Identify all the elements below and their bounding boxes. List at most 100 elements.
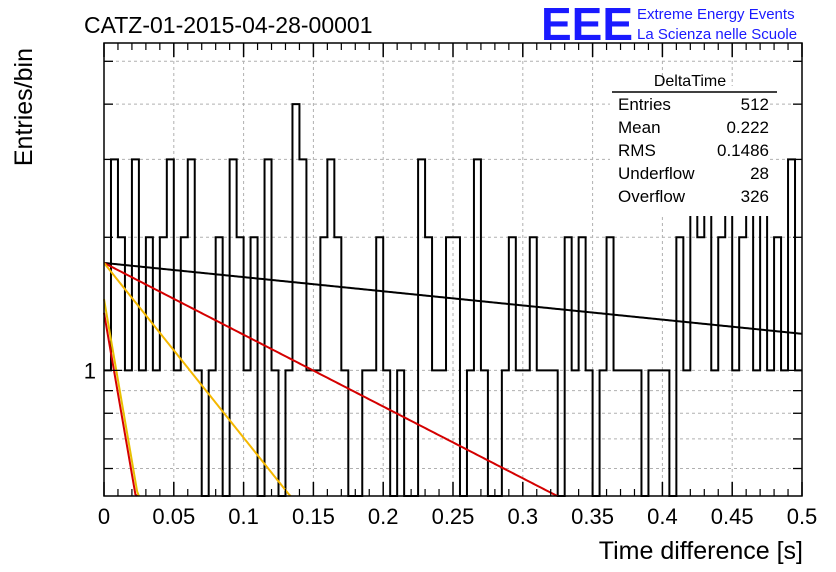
stats-value: 0.222: [726, 118, 769, 137]
histogram-bin: [628, 370, 635, 496]
histogram-bin: [509, 237, 516, 496]
histogram-bin: [139, 370, 146, 496]
y-axis-label: Entries/bin: [10, 48, 38, 166]
histogram-bin: [614, 370, 621, 496]
histogram-bin: [425, 237, 432, 496]
histogram-bin: [753, 370, 760, 496]
histogram-bin: [132, 159, 139, 496]
x-tick-label: 0.05: [152, 504, 195, 529]
histogram-bin: [369, 370, 376, 496]
histogram-bin: [188, 159, 195, 496]
histogram-bin: [167, 159, 174, 496]
histogram-bin: [607, 237, 614, 496]
stats-rows: Entries 512 Mean 0.222 RMS 0.1486 Underflow 28 O…: [618, 95, 769, 206]
histogram-bin: [634, 370, 641, 496]
x-tick-label: 0.45: [711, 504, 754, 529]
histogram-bin: [774, 237, 781, 496]
histogram-bin: [153, 370, 160, 496]
histogram-bin: [467, 370, 474, 496]
stats-value: 28: [750, 164, 769, 183]
eee-logo-text: EEE: [541, 0, 633, 50]
histogram-bin: [146, 237, 153, 496]
stats-box: DeltaTime Entries 512 Mean 0.222 RMS 0.1486 Un…: [610, 73, 777, 216]
stats-label: RMS: [618, 141, 656, 160]
histogram-bin: [341, 370, 348, 496]
y-tick-label: 1: [84, 358, 96, 383]
histogram-bin: [530, 237, 537, 496]
histogram-bin: [551, 370, 558, 496]
histogram-bin: [586, 370, 593, 496]
histogram-bin: [572, 370, 579, 496]
histogram-bin: [244, 370, 251, 496]
histogram-bin: [732, 370, 739, 496]
stats-value: 326: [741, 187, 769, 206]
histogram-bin: [292, 104, 299, 496]
histogram-bin: [537, 370, 544, 496]
histogram-bin: [285, 370, 292, 496]
histogram-bin: [362, 370, 369, 496]
histogram-bin: [265, 159, 272, 496]
histogram-bin: [676, 237, 683, 496]
histogram-bin: [160, 237, 167, 496]
stats-box-background: [610, 86, 770, 216]
stats-label: Overflow: [618, 187, 686, 206]
x-tick-label: 0.2: [368, 504, 399, 529]
histogram-bin: [648, 370, 655, 496]
fit-curve: [103, 261, 803, 335]
fit-curves: [103, 261, 803, 497]
histogram-bin: [125, 370, 132, 496]
grid-lines: [104, 43, 802, 496]
run-title: CATZ-01-2015-04-28-00001: [84, 12, 373, 38]
x-tick-label: 0.1: [228, 504, 259, 529]
x-tick-label: 0.25: [432, 504, 475, 529]
histogram-bin: [767, 370, 774, 496]
x-tick-label: 0.5: [787, 504, 818, 529]
histogram-bin: [788, 159, 795, 496]
x-tick-label: 0.3: [508, 504, 539, 529]
stats-label: Underflow: [618, 164, 695, 183]
histogram-bin: [104, 370, 111, 496]
histogram-bin: [711, 370, 718, 496]
x-tick-label: 0: [98, 504, 110, 529]
histogram-bin: [739, 237, 746, 496]
histogram-bin: [683, 370, 690, 496]
histogram-bin: [313, 370, 320, 496]
histogram-bin: [216, 237, 223, 496]
x-tick-label: 0.35: [571, 504, 614, 529]
histogram-bin: [600, 370, 607, 496]
logo-line-1: Extreme Energy Events: [637, 6, 795, 23]
histogram-bin: [697, 237, 704, 496]
logo-line-2: La Scienza nelle Scuole: [637, 26, 797, 43]
stats-label: Entries: [618, 95, 671, 114]
histogram-bin: [418, 159, 425, 496]
histogram-bin: [327, 159, 334, 496]
eee-logo: EEE Extreme Energy Events La Scienza nel…: [541, 0, 797, 50]
fit-curve: [103, 262, 559, 497]
histogram-bin: [446, 237, 453, 496]
histogram-bin: [118, 237, 125, 496]
histogram-bin: [718, 237, 725, 496]
histogram-bin: [453, 237, 460, 496]
histogram-bin: [299, 159, 306, 496]
histogram-bin: [111, 159, 118, 496]
fit-curve: [103, 312, 138, 497]
stats-value: 0.1486: [717, 141, 769, 160]
stats-value: 512: [741, 95, 769, 114]
histogram-bin: [439, 370, 446, 496]
histogram-bin: [334, 237, 341, 496]
histogram-bin: [397, 370, 404, 496]
histogram-bin: [621, 370, 628, 496]
x-tick-label: 0.4: [647, 504, 678, 529]
histogram-bin: [376, 237, 383, 496]
axis-ticks: 0 0.05 0.1 0.15 0.2 0.25 0.3 0.35 0.4 0.45 0.5 1: [84, 43, 818, 529]
histogram-bin: [781, 370, 788, 496]
stats-box-title: DeltaTime: [654, 73, 726, 90]
histogram-bin: [209, 370, 216, 496]
histogram-bin: [662, 370, 669, 496]
x-axis-label: Time difference [s]: [599, 537, 803, 565]
histogram-bin: [251, 237, 258, 496]
histogram-bin: [306, 370, 313, 496]
fit-curve: [103, 262, 292, 497]
histogram-bin: [383, 370, 390, 496]
histogram-bin: [565, 237, 572, 496]
